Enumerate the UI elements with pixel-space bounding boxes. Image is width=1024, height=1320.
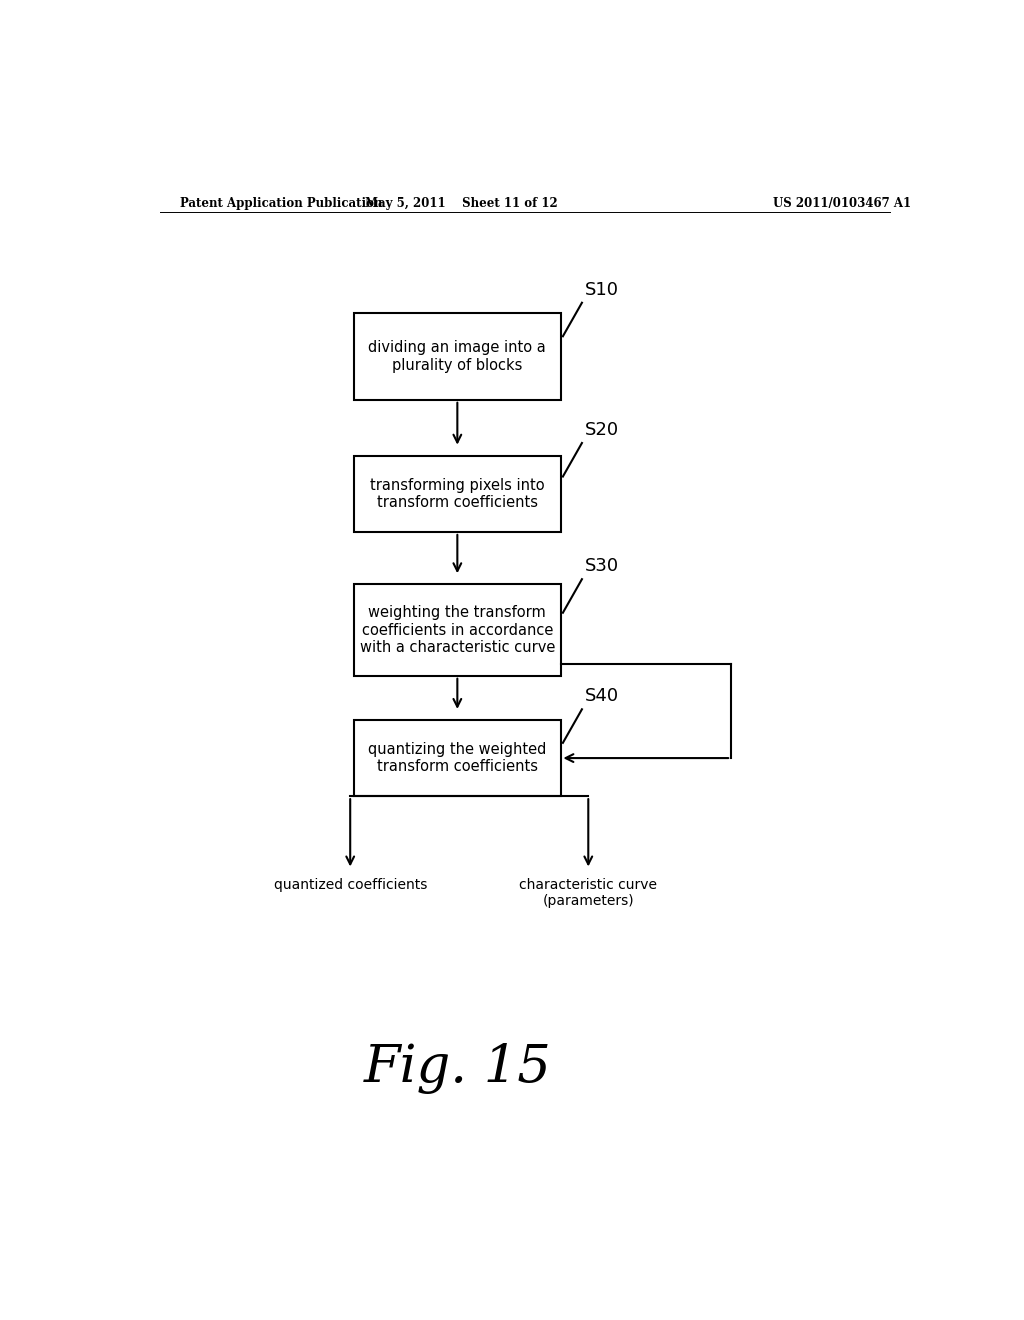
Text: dividing an image into a
plurality of blocks: dividing an image into a plurality of bl… bbox=[369, 341, 546, 372]
Text: S20: S20 bbox=[585, 421, 620, 440]
Text: Patent Application Publication: Patent Application Publication bbox=[179, 197, 382, 210]
Bar bbox=[354, 313, 560, 400]
Text: May 5, 2011    Sheet 11 of 12: May 5, 2011 Sheet 11 of 12 bbox=[365, 197, 558, 210]
Text: quantized coefficients: quantized coefficients bbox=[273, 878, 427, 891]
Text: quantizing the weighted
transform coefficients: quantizing the weighted transform coeffi… bbox=[369, 742, 547, 775]
Text: US 2011/0103467 A1: US 2011/0103467 A1 bbox=[773, 197, 911, 210]
Text: Fig. 15: Fig. 15 bbox=[364, 1043, 551, 1093]
Text: transforming pixels into
transform coefficients: transforming pixels into transform coeff… bbox=[370, 478, 545, 510]
Bar bbox=[354, 585, 560, 676]
Text: characteristic curve
(parameters): characteristic curve (parameters) bbox=[519, 878, 657, 908]
Text: S10: S10 bbox=[585, 281, 620, 298]
Bar bbox=[354, 719, 560, 796]
Text: S30: S30 bbox=[585, 557, 620, 576]
Text: weighting the transform
coefficients in accordance
with a characteristic curve: weighting the transform coefficients in … bbox=[359, 605, 555, 655]
Text: S40: S40 bbox=[585, 688, 620, 705]
Bar bbox=[354, 455, 560, 532]
